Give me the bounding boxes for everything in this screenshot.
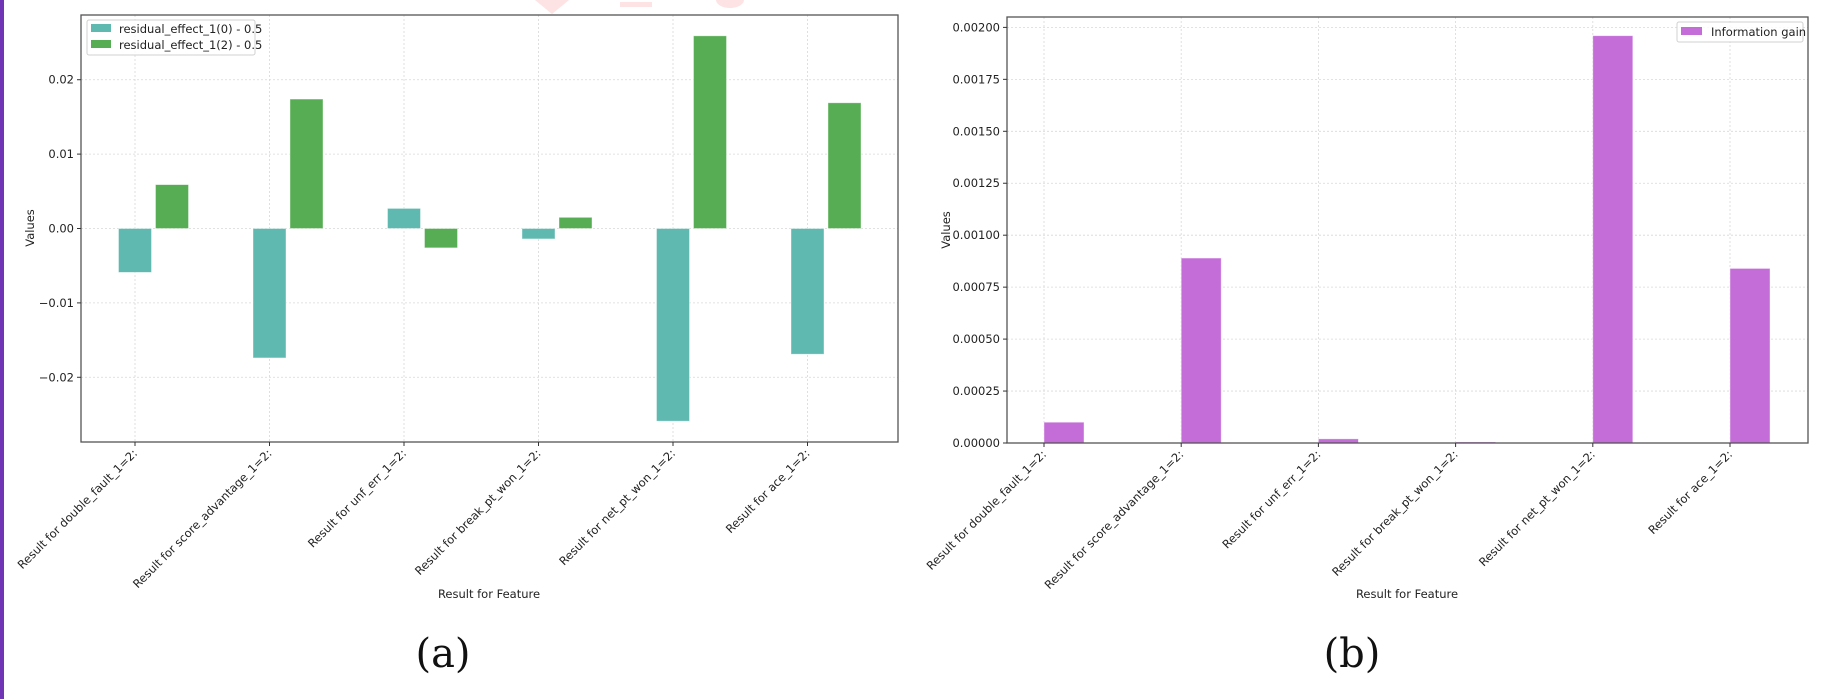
bar-green [558, 216, 593, 229]
x-tick-label: Result for double_fault_1=2: [924, 447, 1050, 573]
y-tick-label: −0.01 [39, 296, 74, 310]
legend-label-series-0: residual_effect_1(0) - 0.5 [119, 22, 262, 36]
legend-frame [1676, 21, 1804, 43]
bar-green [827, 102, 862, 229]
x-tick-label: Result for unf_err_1=2: [305, 446, 409, 550]
bar-green [693, 35, 727, 229]
chart-a-legend: residual_effect_1(0) - 0.5 residual_effe… [86, 19, 262, 56]
bar-green [289, 98, 324, 229]
bar-purple [1043, 421, 1085, 444]
chart-b-y-axis: 0.00000 0.00025 0.00050 0.00075 0.00100 0.001… [952, 20, 1007, 450]
watermark-shape [716, 0, 744, 8]
y-tick-label: 0.01 [48, 147, 74, 161]
y-tick-label: 0.00100 [952, 228, 1000, 242]
legend-label-series-1: residual_effect_1(2) - 0.5 [119, 38, 262, 52]
watermark [535, 0, 744, 14]
legend-swatch-purple [1681, 27, 1702, 35]
y-tick-label: 0.00175 [952, 72, 1000, 86]
chart-a-grid [81, 15, 898, 442]
y-tick-label: 0.00 [48, 222, 74, 236]
chart-b-legend: Information gain [1676, 21, 1806, 43]
x-tick-label: Result for unf_err_1=2: [1219, 447, 1323, 551]
y-tick-label: −0.02 [39, 370, 74, 384]
chart-a: −0.02 −0.01 0.00 0.01 0.02 Result for double… [15, 14, 899, 677]
legend-swatch-green [91, 40, 111, 48]
chart-a-caption: (a) [415, 631, 470, 677]
x-tick-label: Result for ace_1=2: [723, 446, 813, 536]
legend-swatch-teal [91, 24, 111, 32]
bar-teal [252, 228, 287, 359]
y-tick-label: 0.00125 [952, 176, 1000, 190]
x-tick-label: Result for net_pt_won_1=2: [556, 446, 678, 568]
chart-a-bars [118, 35, 862, 422]
chart-b: 0.00000 0.00025 0.00050 0.00075 0.00100 0.001… [924, 16, 1809, 677]
x-tick-label: Result for score_advantage_1=2: [1042, 447, 1187, 592]
bar-teal [118, 228, 152, 273]
chart-b-bars [1043, 35, 1771, 444]
bar-green [155, 184, 189, 229]
left-border-stripe [0, 0, 4, 699]
chart-b-grid [1007, 17, 1808, 444]
y-tick-label: 0.00050 [952, 332, 1000, 346]
x-tick-label: Result for ace_1=2: [1645, 447, 1735, 537]
chart-b-x-axis: Result for double_fault_1=2:Result for s… [924, 443, 1735, 592]
y-tick-label: 0.02 [48, 73, 74, 87]
bar-purple [1729, 268, 1771, 444]
chart-b-frame [1006, 16, 1809, 444]
x-tick-label: Result for break_pt_won_1=2: [412, 446, 544, 578]
bar-purple [1592, 35, 1634, 444]
y-tick-label: 0.00025 [952, 384, 1000, 398]
bar-teal [387, 208, 421, 229]
bar-teal [656, 228, 690, 422]
bar-teal [790, 228, 825, 355]
x-tick-label: Result for score_advantage_1=2: [130, 446, 275, 591]
bar-teal [521, 228, 556, 240]
y-tick-label: 0.00150 [952, 124, 1000, 138]
legend-frame [86, 19, 256, 56]
chart-b-y-axis-label: Values [939, 211, 953, 249]
y-tick-label: 0.00000 [952, 436, 1000, 450]
bar-purple [1180, 257, 1222, 444]
y-tick-label: 0.00200 [952, 20, 1000, 34]
legend-label-series-0: Information gain [1711, 25, 1806, 39]
chart-b-caption: (b) [1324, 631, 1381, 677]
chart-a-x-axis: Result for double_fault_1=2:Result for s… [15, 442, 813, 591]
chart-b-x-axis-label: Result for Feature [1356, 587, 1458, 601]
chart-a-y-axis: −0.02 −0.01 0.00 0.01 0.02 [39, 73, 81, 384]
x-tick-label: Result for double_fault_1=2: [15, 446, 141, 572]
y-tick-label: 0.00075 [952, 280, 1000, 294]
chart-a-y-axis-label: Values [23, 209, 37, 247]
watermark-shape [535, 0, 569, 14]
bar-green [424, 228, 458, 249]
x-tick-label: Result for break_pt_won_1=2: [1329, 447, 1461, 579]
x-tick-label: Result for net_pt_won_1=2: [1476, 447, 1598, 569]
chart-a-x-axis-label: Result for Feature [438, 587, 540, 601]
watermark-shape [620, 2, 652, 7]
